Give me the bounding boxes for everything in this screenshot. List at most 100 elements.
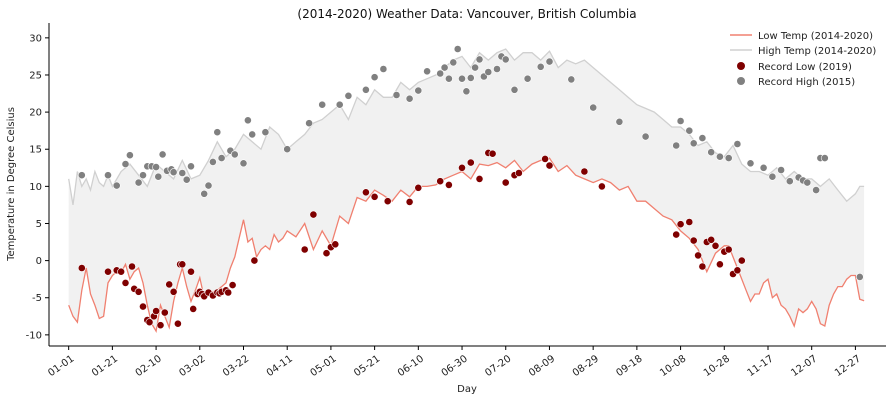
record-high-point [318, 100, 327, 109]
record-low-point [187, 267, 195, 276]
record-high-point [344, 91, 353, 100]
record-low-point [117, 267, 125, 276]
record-low-point [488, 149, 497, 158]
record-low-point [541, 154, 549, 163]
record-low-point [580, 167, 589, 176]
record-high-point [471, 63, 479, 72]
record-high-point [615, 117, 624, 126]
record-high-point [484, 68, 493, 76]
record-low-point [724, 245, 733, 254]
record-low-point [77, 264, 86, 272]
legend-record-high-label: Record High (2015) [758, 77, 855, 88]
record-low-point [405, 197, 414, 206]
record-high-point [239, 159, 248, 168]
record-high-point [414, 86, 423, 95]
record-high-point [213, 128, 222, 137]
record-high-point [134, 178, 143, 187]
record-high-point [746, 159, 755, 168]
record-high-point [777, 166, 785, 174]
x-axis-label: Day [457, 384, 477, 395]
record-low-point [104, 267, 112, 276]
record-high-point [182, 175, 191, 184]
temperature-range-fill [68, 49, 865, 332]
record-low-point [309, 210, 318, 219]
x-tick-label: 06-10 [396, 353, 426, 379]
record-low-point [436, 177, 445, 186]
record-low-point [707, 235, 716, 244]
x-tick-label: 07-20 [483, 353, 513, 379]
record-high-point [423, 67, 431, 76]
record-high-point [392, 91, 401, 99]
record-high-point [676, 117, 685, 125]
record-high-point [104, 171, 112, 180]
record-low-point [545, 161, 554, 170]
record-low-point [672, 230, 681, 239]
x-tick-label: 01-21 [90, 353, 120, 379]
record-low-point [121, 278, 130, 287]
record-high-point [466, 74, 475, 82]
x-tick-label: 08-29 [571, 353, 601, 379]
record-high-point [733, 140, 742, 148]
record-high-point [178, 169, 187, 177]
record-low-point [160, 308, 169, 317]
chart-title: (2014-2020) Weather Data: Vancouver, Bri… [297, 7, 636, 21]
record-high-point [444, 74, 453, 83]
record-high-point [589, 103, 598, 112]
record-low-point [173, 319, 182, 328]
x-tick-label: 12-07 [789, 353, 819, 379]
record-high-point [361, 85, 370, 94]
record-high-point [785, 177, 794, 186]
y-tick-label: 5 [36, 219, 42, 230]
y-tick-label: 30 [29, 33, 42, 44]
y-tick-label: 0 [36, 256, 42, 267]
record-low-point [466, 158, 475, 167]
record-low-point [598, 182, 606, 191]
record-high-point [768, 172, 777, 181]
record-high-point [243, 116, 252, 125]
record-high-point [458, 74, 466, 83]
record-high-point [187, 162, 195, 171]
record-high-point [283, 145, 292, 154]
record-low-point [300, 245, 309, 254]
record-low-point [134, 287, 143, 296]
record-high-point [158, 150, 167, 159]
record-low-point [189, 304, 198, 313]
record-low-point [228, 281, 237, 289]
record-high-point [685, 126, 694, 135]
record-low-point [458, 163, 466, 172]
record-low-point [685, 218, 694, 226]
y-axis-label: Temperature in Degree Celsius [6, 107, 17, 262]
record-high-point [689, 139, 698, 148]
record-high-point [510, 85, 519, 94]
record-low-point [689, 236, 698, 245]
record-high-point [217, 154, 226, 162]
record-high-point [125, 151, 134, 160]
x-tick-label: 03-22 [221, 353, 251, 379]
record-low-point [737, 256, 746, 265]
y-tick-label: -10 [26, 330, 42, 341]
record-high-points [77, 45, 864, 281]
record-high-point [453, 45, 462, 53]
record-high-point [305, 119, 313, 128]
y-tick-label: 10 [29, 182, 42, 193]
record-low-point [501, 178, 510, 187]
y-tick-label: -5 [32, 293, 42, 304]
x-tick-label: 11-17 [746, 353, 776, 379]
record-high-point [200, 189, 209, 198]
x-tick-label: 01-01 [46, 353, 76, 379]
record-high-point [449, 58, 458, 67]
record-low-point [370, 192, 379, 201]
record-high-point [335, 100, 344, 109]
record-high-point [820, 154, 829, 162]
record-high-point [77, 171, 86, 180]
record-high-point [169, 168, 178, 177]
record-high-point [716, 152, 724, 161]
record-low-point [152, 307, 160, 315]
record-high-point [204, 181, 213, 190]
record-high-point [462, 87, 471, 96]
record-low-point [224, 288, 233, 297]
record-low-point [711, 241, 720, 250]
y-tick-label: 15 [29, 145, 42, 156]
x-tick-label: 12-27 [833, 353, 863, 379]
